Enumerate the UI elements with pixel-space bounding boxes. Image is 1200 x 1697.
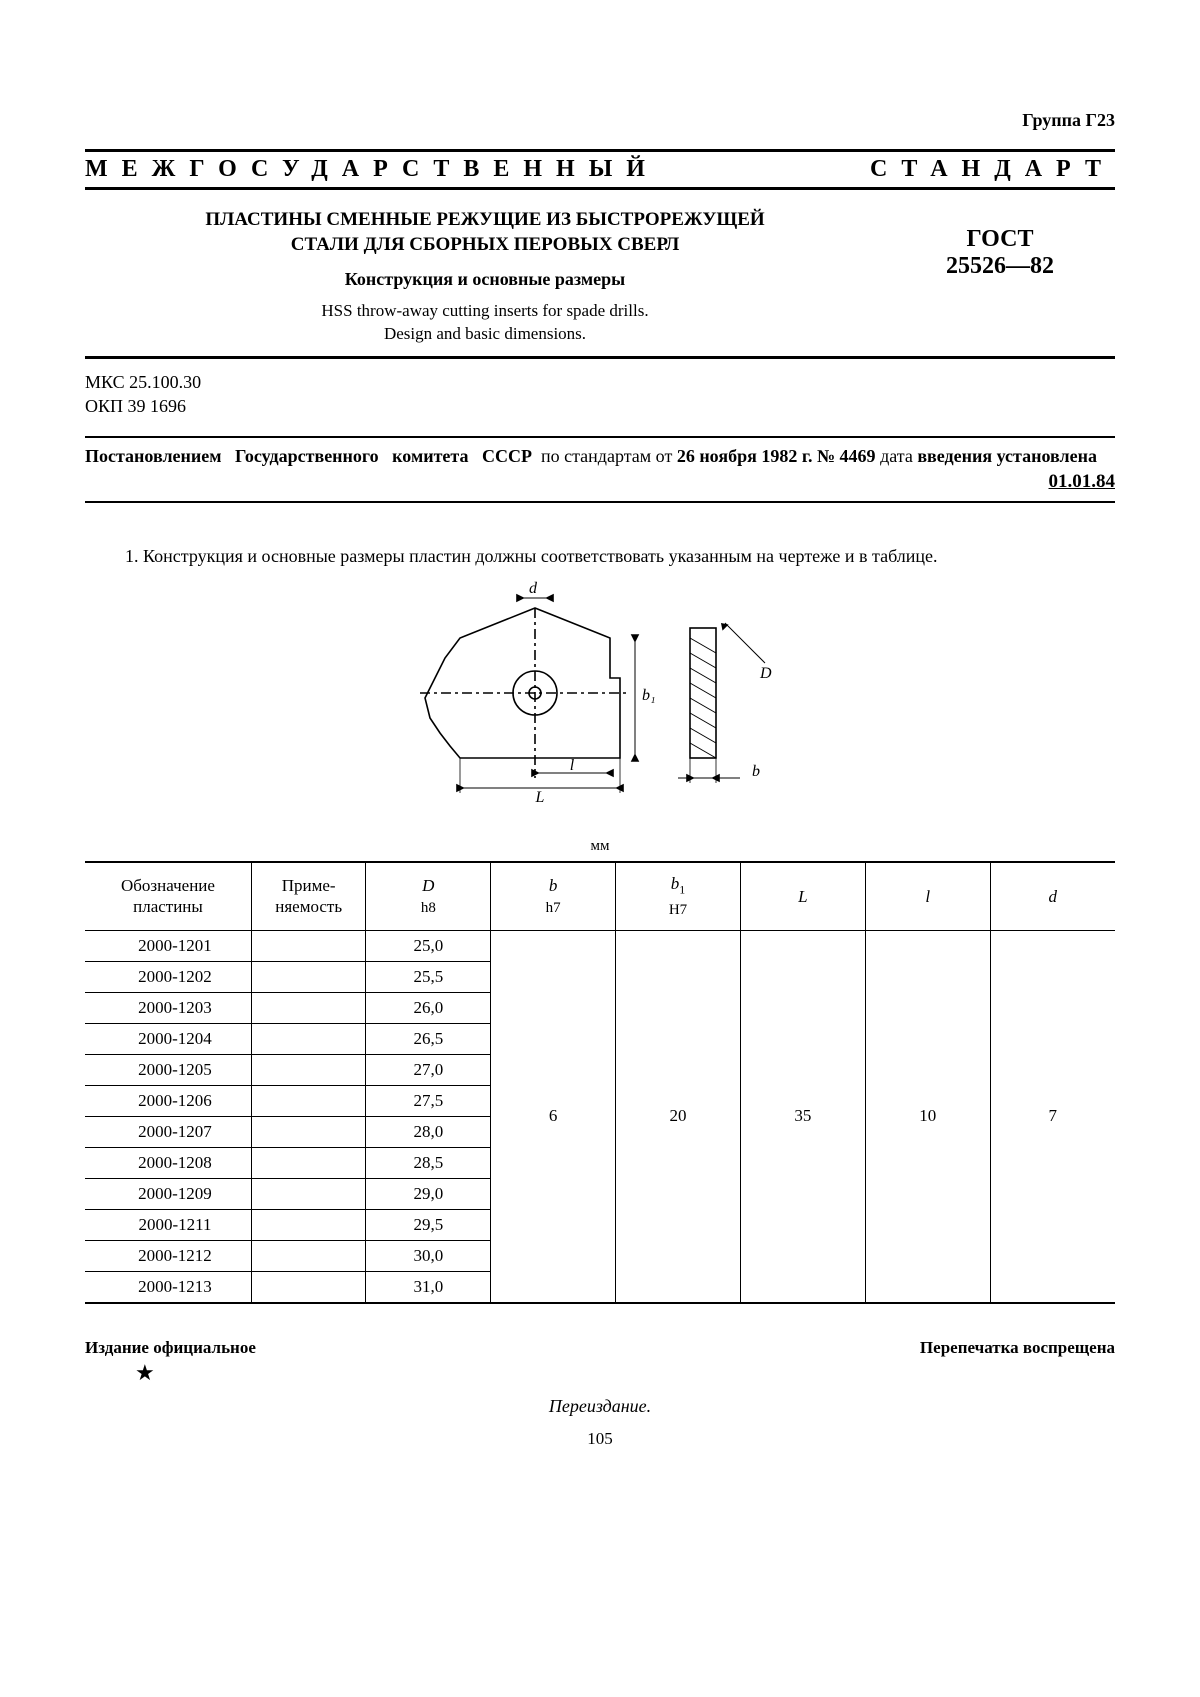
- cell-application: [251, 1054, 365, 1085]
- cell-designation: 2000-1211: [85, 1209, 251, 1240]
- cell-application: [251, 992, 365, 1023]
- cell-designation: 2000-1213: [85, 1271, 251, 1303]
- cell-application: [251, 1147, 365, 1178]
- gost-number: 25526—82: [885, 253, 1115, 280]
- cell-D: 26,5: [366, 1023, 491, 1054]
- drawing-label-D: D: [759, 665, 772, 682]
- banner-right: СТАНДАРТ: [870, 156, 1115, 183]
- group-code: Группа Г23: [85, 110, 1115, 131]
- cell-designation: 2000-1209: [85, 1178, 251, 1209]
- cell-designation: 2000-1208: [85, 1147, 251, 1178]
- subtitle-en: HSS throw-away cutting inserts for spade…: [85, 300, 885, 346]
- mks-code: МКС 25.100.30: [85, 371, 1115, 394]
- cell-designation: 2000-1206: [85, 1085, 251, 1116]
- cell-D: 30,0: [366, 1240, 491, 1271]
- cell-D: 25,0: [366, 930, 491, 961]
- cell-application: [251, 930, 365, 961]
- gost-label: ГОСТ: [885, 226, 1115, 253]
- cell-designation: 2000-1205: [85, 1054, 251, 1085]
- banner-left: МЕЖГОСУДАРСТВЕННЫЙ: [85, 156, 659, 183]
- cell-application: [251, 1116, 365, 1147]
- gost-block: ГОСТ 25526—82: [885, 200, 1115, 356]
- title-block: ПЛАСТИНЫ СМЕННЫЕ РЕЖУЩИЕ ИЗ БЫСТРОРЕЖУЩЕ…: [85, 200, 1115, 359]
- drawing-label-d: d: [529, 580, 538, 597]
- footer-row: Издание официальное Перепечатка воспреще…: [85, 1338, 1115, 1358]
- th-designation: Обозначениепластины: [85, 862, 251, 930]
- table-row: 2000-120125,062035107: [85, 930, 1115, 961]
- star-icon: ★: [135, 1360, 1115, 1386]
- th-d: d: [990, 862, 1115, 930]
- cell-D: 29,5: [366, 1209, 491, 1240]
- th-b: bh7: [491, 862, 616, 930]
- reprint-prohibited: Перепечатка воспрещена: [920, 1338, 1115, 1358]
- cell-L: 35: [740, 930, 865, 1303]
- okp-code: ОКП 39 1696: [85, 395, 1115, 418]
- technical-drawing: d b₁ l L D b: [380, 578, 820, 808]
- cell-designation: 2000-1201: [85, 930, 251, 961]
- table-header-row: Обозначениепластины Приме-няемость Dh8 b…: [85, 862, 1115, 930]
- decree-text: Постановлением Государственного комитета…: [85, 446, 1115, 467]
- th-D: Dh8: [366, 862, 491, 930]
- cell-D: 29,0: [366, 1178, 491, 1209]
- cell-application: [251, 1085, 365, 1116]
- page-number: 105: [85, 1429, 1115, 1449]
- th-l-small: l: [865, 862, 990, 930]
- drawing-label-b: b: [752, 763, 760, 780]
- cell-D: 28,0: [366, 1116, 491, 1147]
- title-line1: ПЛАСТИНЫ СМЕННЫЕ РЕЖУЩИЕ ИЗ БЫСТРОРЕЖУЩЕ…: [85, 208, 885, 233]
- cell-D: 25,5: [366, 961, 491, 992]
- classification-codes: МКС 25.100.30 ОКП 39 1696: [85, 371, 1115, 418]
- cell-application: [251, 1023, 365, 1054]
- drawing-label-L: L: [535, 789, 545, 806]
- subtitle-en-line1: HSS throw-away cutting inserts for spade…: [85, 300, 885, 323]
- th-application: Приме-няемость: [251, 862, 365, 930]
- cell-D: 27,0: [366, 1054, 491, 1085]
- title-line2: СТАЛИ ДЛЯ СБОРНЫХ ПЕРОВЫХ СВЕРЛ: [85, 233, 885, 258]
- cell-D: 26,0: [366, 992, 491, 1023]
- subtitle-en-line2: Design and basic dimensions.: [85, 323, 885, 346]
- cell-designation: 2000-1212: [85, 1240, 251, 1271]
- drawing-label-b1: b₁: [642, 687, 656, 704]
- cell-b: 6: [491, 930, 616, 1303]
- edition-official: Издание официальное: [85, 1338, 256, 1358]
- cell-l: 10: [865, 930, 990, 1303]
- cell-application: [251, 961, 365, 992]
- cell-D: 31,0: [366, 1271, 491, 1303]
- subtitle-ru: Конструкция и основные размеры: [85, 269, 885, 290]
- drawing-label-l-small: l: [570, 757, 575, 774]
- cell-designation: 2000-1203: [85, 992, 251, 1023]
- th-L: L: [740, 862, 865, 930]
- reissue-label: Переиздание.: [85, 1396, 1115, 1417]
- dimensions-table: Обозначениепластины Приме-няемость Dh8 b…: [85, 861, 1115, 1303]
- th-b1: b1H7: [616, 862, 741, 930]
- cell-designation: 2000-1202: [85, 961, 251, 992]
- cell-application: [251, 1178, 365, 1209]
- decree-date: 01.01.84: [85, 471, 1115, 493]
- cell-application: [251, 1209, 365, 1240]
- standard-banner: МЕЖГОСУДАРСТВЕННЫЙ СТАНДАРТ: [85, 149, 1115, 190]
- cell-application: [251, 1240, 365, 1271]
- decree-block: Постановлением Государственного комитета…: [85, 436, 1115, 503]
- cell-designation: 2000-1207: [85, 1116, 251, 1147]
- cell-D: 27,5: [366, 1085, 491, 1116]
- cell-D: 28,5: [366, 1147, 491, 1178]
- title-left: ПЛАСТИНЫ СМЕННЫЕ РЕЖУЩИЕ ИЗ БЫСТРОРЕЖУЩЕ…: [85, 200, 885, 356]
- cell-application: [251, 1271, 365, 1303]
- cell-d: 7: [990, 930, 1115, 1303]
- clause-1: 1. Конструкция и основные размеры пласти…: [85, 545, 1115, 568]
- cell-designation: 2000-1204: [85, 1023, 251, 1054]
- unit-label: мм: [85, 838, 1115, 855]
- cell-b1: 20: [616, 930, 741, 1303]
